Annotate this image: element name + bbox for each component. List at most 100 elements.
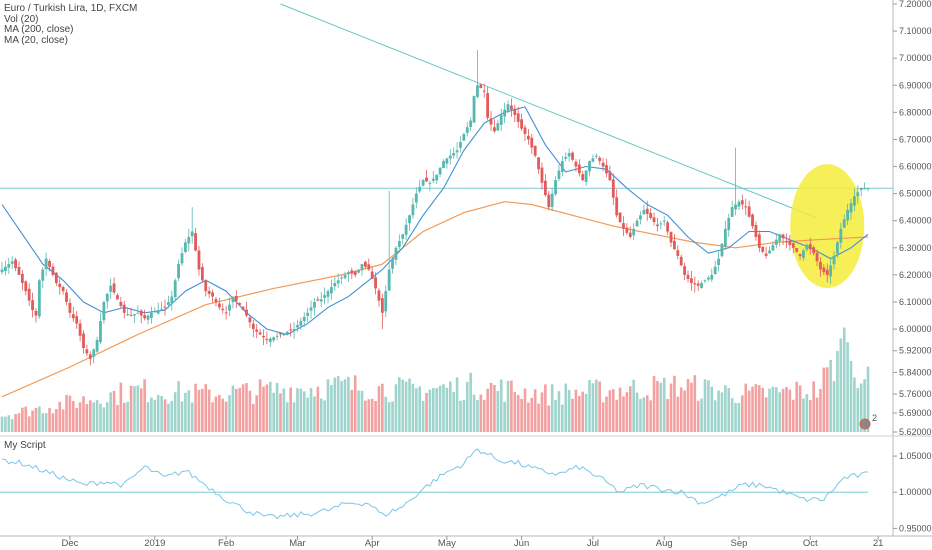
candle-body — [68, 302, 72, 313]
volume-bar — [398, 377, 401, 432]
candle-body — [700, 283, 703, 289]
candle-body — [513, 108, 517, 116]
volume-bar — [445, 387, 449, 432]
candle-body — [234, 296, 238, 301]
volume-bar — [387, 402, 391, 432]
volume-bar — [180, 401, 184, 432]
candle-body — [829, 265, 833, 277]
candle-body — [754, 225, 758, 237]
candle-body — [581, 174, 585, 181]
candle-body — [622, 223, 625, 229]
candle-body — [849, 203, 853, 213]
volume-bar — [564, 383, 568, 432]
candle-body — [652, 217, 656, 223]
candle-body — [285, 331, 289, 334]
volume-bar — [296, 388, 299, 432]
candle-body — [200, 267, 204, 281]
volume-bar — [75, 408, 79, 432]
volume-bar — [119, 382, 123, 432]
volume-bar — [523, 388, 527, 432]
candle-body — [367, 264, 371, 270]
volume-bar — [360, 390, 364, 432]
volume-bar — [842, 327, 846, 432]
candle-body — [99, 320, 102, 343]
volume-bar — [618, 387, 622, 432]
oscillator-axis: 1.05000 1.00000 0.95000 — [893, 451, 932, 533]
candle-body — [761, 246, 765, 252]
candle-body — [628, 232, 632, 237]
candle-body — [363, 261, 367, 267]
volume-bar — [679, 387, 683, 432]
candle-body — [785, 240, 788, 243]
volume-bar — [350, 389, 354, 432]
candle-body — [224, 312, 228, 314]
candle-body — [241, 306, 245, 311]
candle-body — [170, 296, 174, 304]
candle-body — [48, 261, 51, 267]
candle-body — [764, 253, 768, 256]
volume-bar — [353, 375, 357, 432]
volume-bar — [163, 399, 167, 432]
candle-body — [306, 312, 310, 316]
volume-bar — [859, 383, 863, 432]
trend-line — [280, 3, 818, 219]
volume-bar — [730, 398, 734, 432]
ma20-line — [1, 106, 869, 336]
candle-body — [65, 292, 68, 302]
volume-bar — [639, 399, 642, 432]
volume-bar — [330, 384, 333, 432]
volume-bar — [72, 401, 75, 432]
candle-body — [37, 280, 41, 317]
volume-bar — [316, 386, 320, 432]
volume-bar — [265, 384, 269, 432]
volume-bar — [41, 413, 45, 432]
candle-body — [778, 234, 782, 242]
volume-bar — [51, 413, 55, 432]
candle-body — [302, 316, 306, 321]
candle-body — [747, 206, 751, 217]
candle-body — [136, 312, 140, 314]
volume-bar — [146, 402, 150, 432]
candle-body — [374, 277, 377, 289]
candle-body — [95, 339, 99, 352]
volume-bar — [462, 399, 466, 432]
candle-body — [757, 234, 761, 248]
volume-bar — [550, 384, 554, 432]
candle-body — [751, 214, 754, 227]
volume-bar — [588, 379, 591, 432]
volume-bar — [727, 388, 731, 432]
volume-bar — [279, 393, 282, 432]
volume-bar — [224, 401, 228, 432]
price-tick-label: 6.40000 — [899, 216, 932, 226]
candle-body — [720, 243, 724, 257]
volume-bar — [258, 379, 262, 432]
candle-body — [791, 243, 795, 248]
volume-bar — [122, 402, 126, 432]
candle-body — [584, 170, 588, 182]
volume-bar — [194, 383, 197, 432]
price-tick-label: 6.50000 — [899, 189, 932, 199]
volume-bar — [31, 410, 34, 432]
price-tick-label: 6.30000 — [899, 243, 932, 253]
volume-bar — [285, 402, 289, 432]
candle-body — [238, 303, 242, 305]
candle-body — [503, 109, 507, 117]
price-tick-label: 5.76000 — [899, 389, 932, 399]
volume-bar — [822, 367, 826, 432]
candle-body — [122, 304, 126, 313]
volume-bar — [190, 402, 194, 432]
candle-body — [387, 269, 391, 291]
volume-bar — [241, 384, 245, 432]
candle-body — [669, 231, 673, 243]
volume-bar — [584, 393, 588, 432]
candle-body — [662, 220, 666, 222]
candle-body — [156, 310, 160, 314]
candle-body — [167, 301, 170, 305]
candle-body — [822, 267, 826, 273]
volume-bar — [85, 403, 89, 432]
candle-body — [486, 93, 490, 118]
volume-bar — [323, 400, 326, 432]
candle-body — [499, 115, 503, 125]
candle-body — [360, 264, 364, 271]
